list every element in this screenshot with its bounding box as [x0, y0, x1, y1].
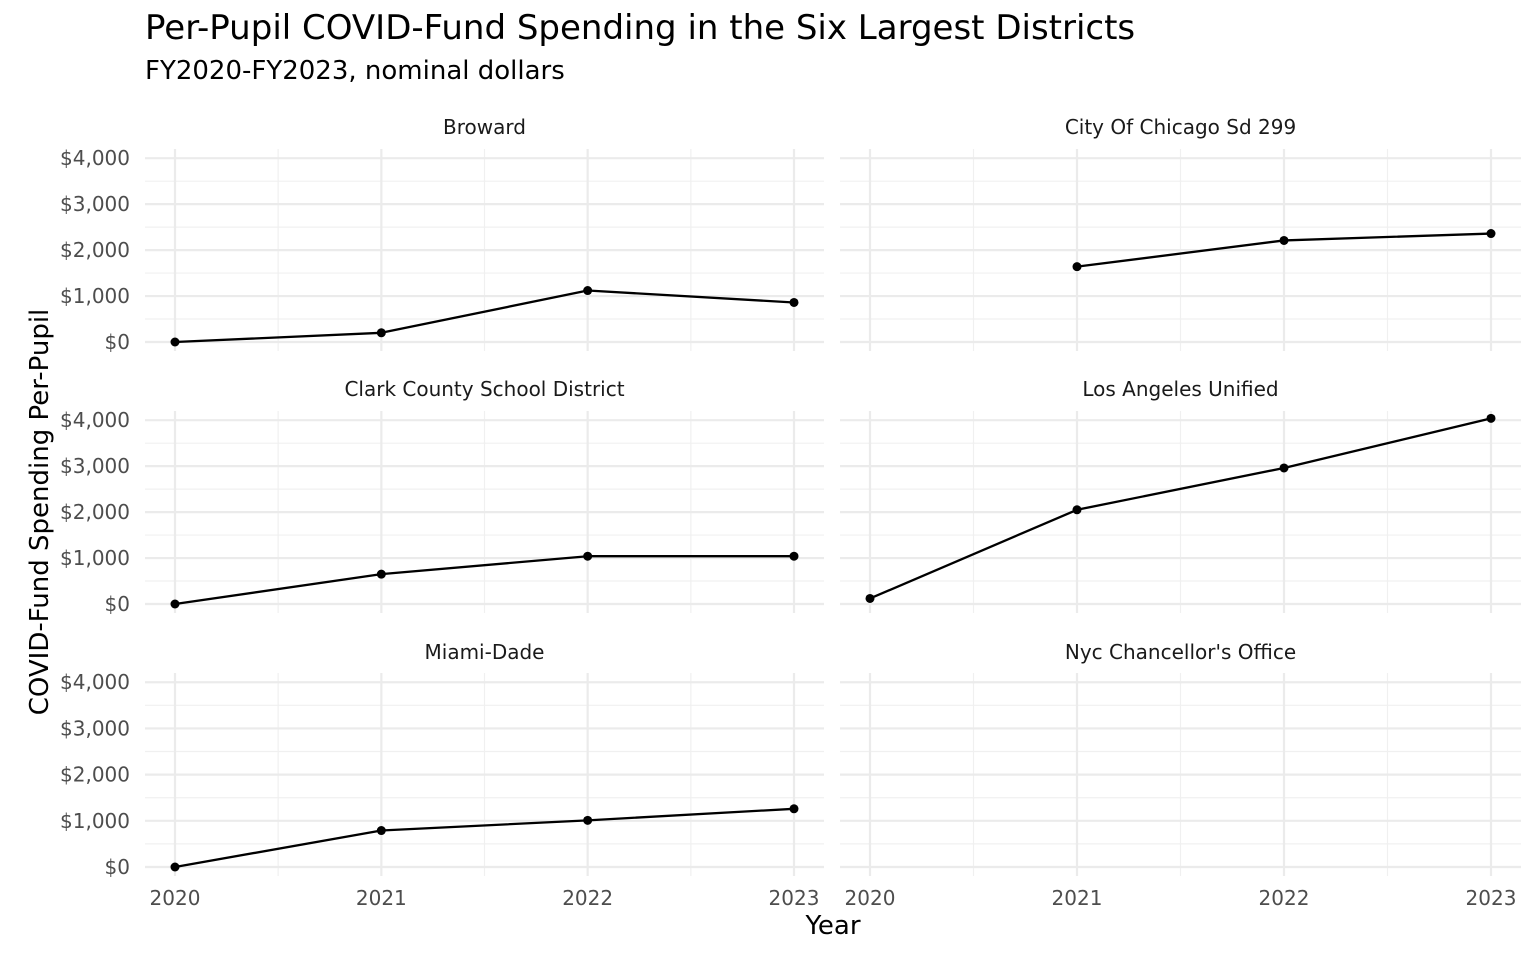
x-tick-label: 2021: [1052, 886, 1103, 910]
y-tick-label: $4,000: [60, 408, 130, 432]
y-tick-label: $0: [105, 592, 130, 616]
x-tick-label: 2022: [562, 886, 613, 910]
data-point-broward: [170, 337, 180, 347]
y-tick-label: $3,000: [60, 192, 130, 216]
series-line-broward: [174, 289, 795, 344]
facet-label-clark-county-school-district: Clark County School District: [344, 377, 624, 401]
x-tick-label: 2020: [845, 886, 896, 910]
chart-subtitle: FY2020-FY2023, nominal dollars: [145, 56, 565, 86]
facet-label-broward: Broward: [443, 115, 526, 139]
x-tick-label: 2021: [356, 886, 407, 910]
facet-label-los-angeles-unified: Los Angeles Unified: [1082, 377, 1278, 401]
y-tick-label: $0: [105, 855, 130, 879]
y-tick-label: $2,000: [60, 238, 130, 262]
y-tick-label: $2,000: [60, 500, 130, 524]
data-point-clark-county-school-district: [789, 551, 799, 561]
y-tick-label: $1,000: [60, 809, 130, 833]
x-tick-label: 2022: [1259, 886, 1310, 910]
chart-title: Per-Pupil COVID-Fund Spending in the Six…: [145, 8, 1136, 48]
y-tick-label: $2,000: [60, 763, 130, 787]
data-point-miami-dade: [789, 804, 799, 814]
data-point-city-of-chicago-sd-299: [1279, 235, 1289, 245]
facet-label-miami-dade: Miami-Dade: [425, 640, 545, 664]
x-tick-label: 2023: [769, 886, 820, 910]
data-point-city-of-chicago-sd-299: [1072, 262, 1082, 272]
x-tick-label: 2020: [150, 886, 201, 910]
x-axis-label: Year: [805, 911, 861, 941]
data-point-miami-dade: [376, 826, 386, 836]
facet-label-city-of-chicago-sd-299: City Of Chicago Sd 299: [1065, 115, 1296, 139]
y-tick-label: $4,000: [60, 670, 130, 694]
data-point-clark-county-school-district: [376, 569, 386, 579]
data-point-clark-county-school-district: [583, 551, 593, 561]
x-tick-label: 2023: [1466, 886, 1517, 910]
y-tick-label: $0: [105, 330, 130, 354]
y-tick-label: $4,000: [60, 146, 130, 170]
series-line-los-angeles-unified: [869, 417, 1492, 600]
data-point-broward: [789, 297, 799, 307]
data-point-los-angeles-unified: [1279, 463, 1289, 473]
data-point-clark-county-school-district: [170, 599, 180, 609]
data-point-miami-dade: [583, 815, 593, 825]
data-point-broward: [583, 286, 593, 296]
data-point-broward: [376, 328, 386, 338]
data-point-los-angeles-unified: [1072, 505, 1082, 515]
data-point-city-of-chicago-sd-299: [1486, 229, 1496, 239]
y-tick-label: $1,000: [60, 546, 130, 570]
facet-label-nyc-chancellor-s-office: Nyc Chancellor's Office: [1065, 640, 1296, 664]
series-line-miami-dade: [174, 807, 795, 869]
y-tick-label: $1,000: [60, 284, 130, 308]
data-point-miami-dade: [170, 862, 180, 872]
y-tick-label: $3,000: [60, 454, 130, 478]
data-point-los-angeles-unified: [865, 593, 875, 603]
data-point-los-angeles-unified: [1486, 413, 1496, 423]
series-line-clark-county-school-district: [174, 555, 794, 606]
y-tick-label: $3,000: [60, 716, 130, 740]
